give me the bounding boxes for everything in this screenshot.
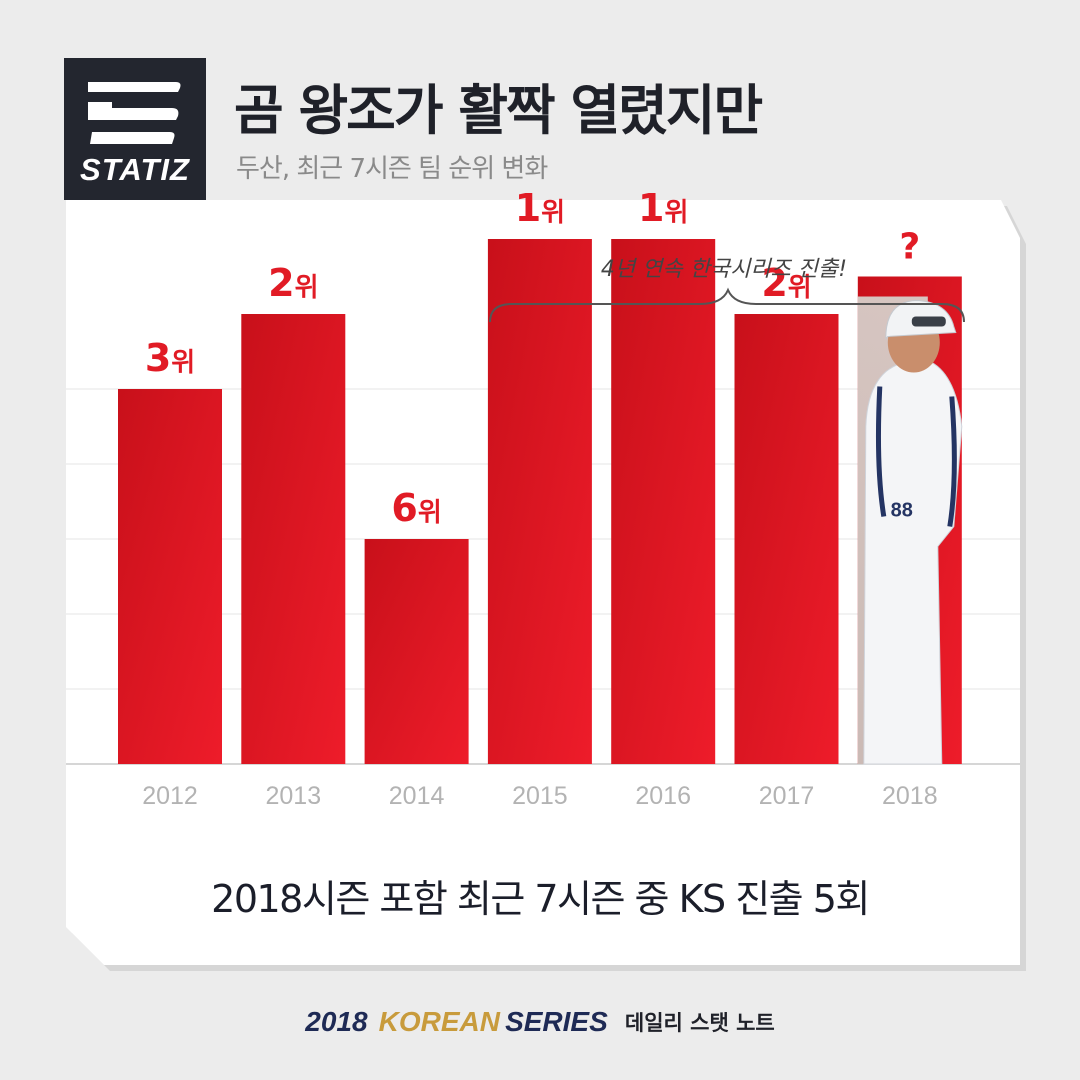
bar-2014 — [364, 539, 469, 764]
year-label-2017: 2017 — [759, 782, 815, 810]
curly-brace-icon — [489, 287, 965, 323]
bar-2016 — [611, 239, 716, 764]
footer-series: SERIES — [505, 1006, 608, 1037]
annotation-text: 4년 연속 한국시리즈 진출! — [601, 257, 847, 282]
jersey-number: 88 — [891, 500, 913, 522]
year-label-2012: 2012 — [142, 782, 198, 810]
year-label-2018: 2018 — [882, 782, 938, 810]
rank-label-2018: ? — [899, 227, 920, 268]
statiz-stripes-icon — [88, 82, 181, 144]
page-title: 곰 왕조가 활짝 열렸지만 — [234, 79, 763, 142]
summary-text: 2018시즌 포함 최근 7시즌 중 KS 진출 5회 — [211, 877, 870, 921]
manager-photo: 88 — [857, 296, 963, 765]
statiz-logo: STATIZ — [64, 58, 206, 200]
uniform-piping — [875, 386, 887, 517]
bar-2013 — [241, 314, 346, 764]
footer: 2018 KOREAN SERIES 데일리 스탯 노트 — [0, 1006, 1080, 1038]
bar-labels: 3위 2위 6위 1위 1위 2위? — [145, 186, 920, 530]
sunglasses — [911, 316, 946, 327]
footer-note: 데일리 스탯 노트 — [624, 1011, 775, 1035]
annotation: 4년 연속 한국시리즈 진출! — [489, 257, 965, 323]
rank-label-2012: 3위 — [145, 336, 195, 380]
bar-2012 — [118, 389, 222, 764]
year-labels: 2012 2013 2014 2015 2016 2017 2018 — [142, 782, 937, 810]
footer-korean: KOREAN — [378, 1006, 500, 1037]
uniform-piping — [947, 396, 957, 527]
rank-label-2015: 1위 — [515, 186, 565, 230]
bars — [118, 239, 962, 764]
year-label-2015: 2015 — [512, 782, 568, 810]
rank-label-2016: 1위 — [638, 186, 688, 230]
year-label-2016: 2016 — [635, 782, 691, 810]
logo-text: STATIZ — [80, 152, 190, 187]
rank-label-2017: 2위 — [761, 261, 811, 305]
year-label-2013: 2013 — [265, 782, 321, 810]
rank-label-2014: 6위 — [391, 486, 441, 530]
year-label-2014: 2014 — [389, 782, 445, 810]
bar-2015 — [487, 239, 592, 764]
footer-year: 2018 — [305, 1006, 368, 1037]
bar-2017 — [734, 314, 839, 764]
rank-label-2013: 2위 — [268, 261, 318, 305]
page-subtitle: 두산, 최근 7시즌 팀 순위 변화 — [236, 154, 548, 184]
